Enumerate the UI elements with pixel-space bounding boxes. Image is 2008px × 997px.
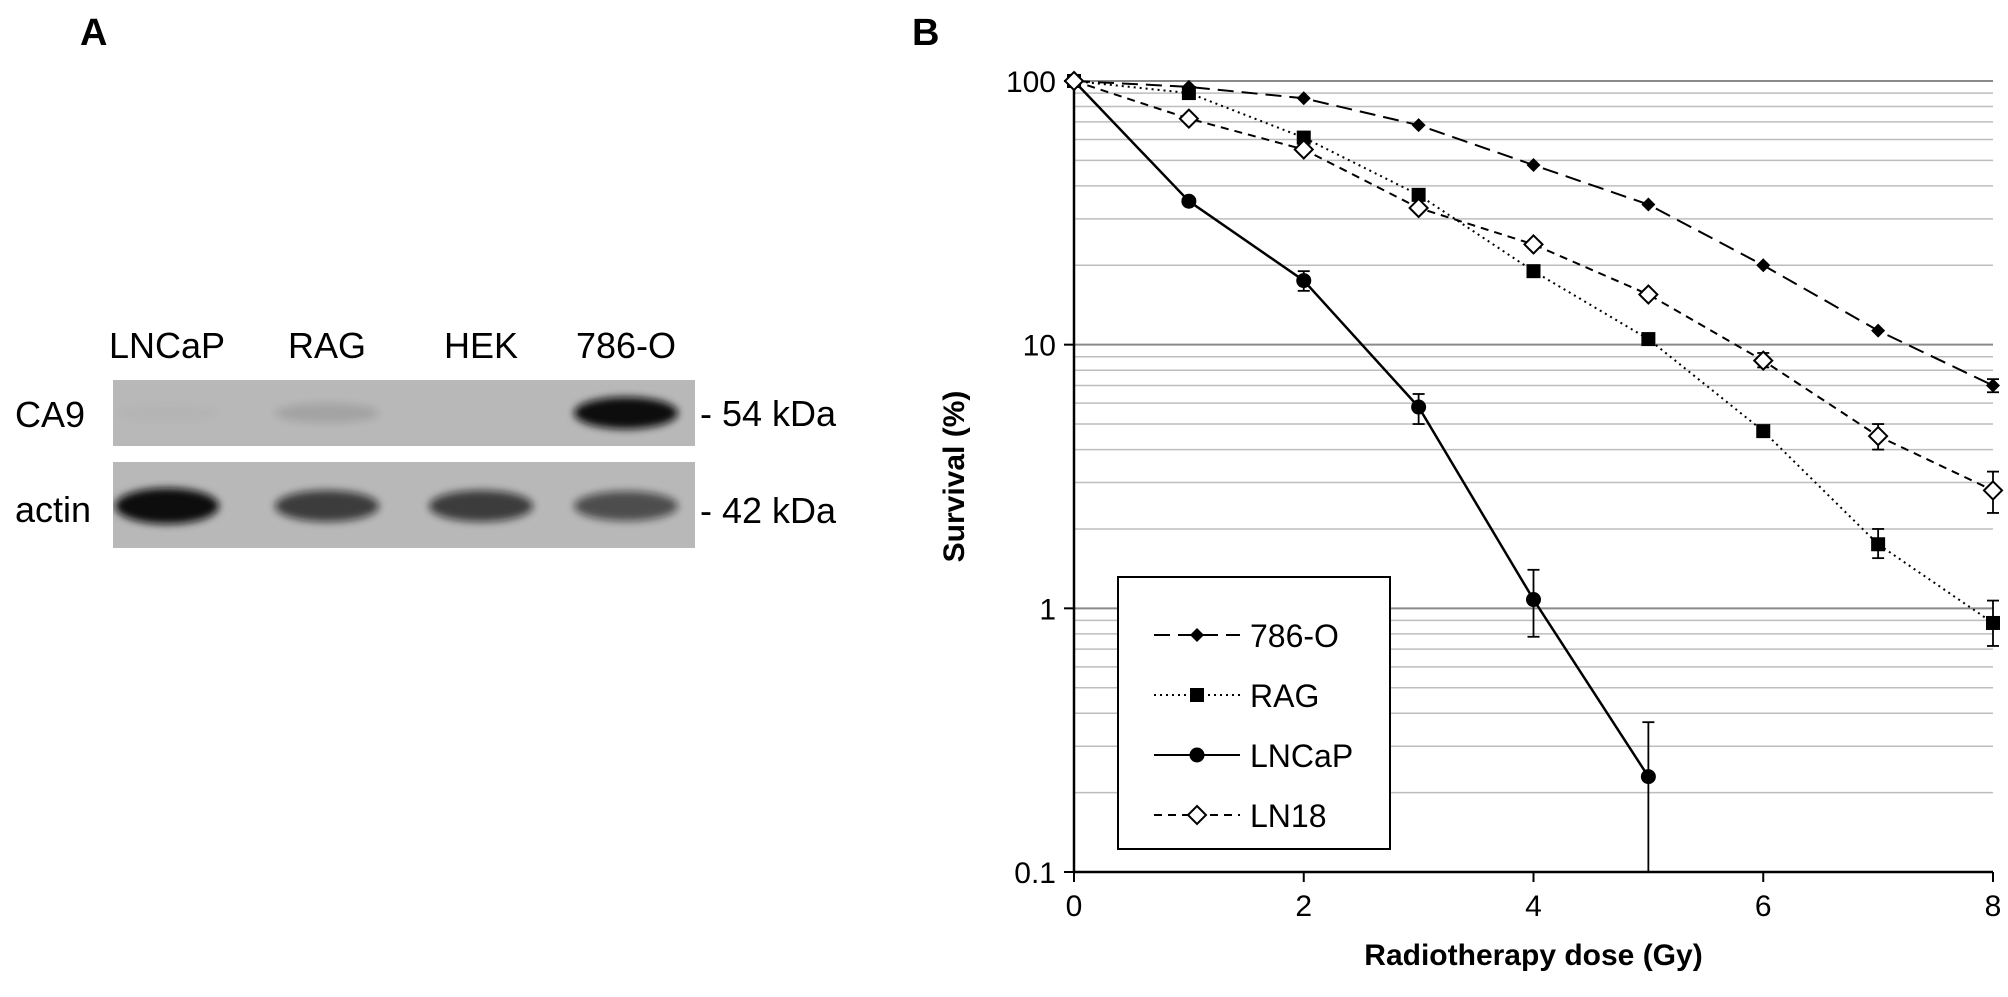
data-point-786-o xyxy=(1296,91,1311,106)
lane-label-rag: RAG xyxy=(287,325,367,366)
data-point-rag xyxy=(1181,86,1196,101)
blot-band-lncap xyxy=(115,488,219,524)
y-tick-label: 100 xyxy=(1006,66,1056,99)
data-point-rag xyxy=(1986,615,2000,630)
data-point-rag xyxy=(1411,187,1426,202)
blot-band-786-o xyxy=(574,491,678,521)
chart-tick-labels: 0 2 4 6 8 0.1 1 10 100 xyxy=(1006,66,2001,923)
data-point-lncap xyxy=(1640,769,1656,785)
data-point-rag xyxy=(1526,264,1541,279)
data-point-ln18 xyxy=(1178,108,1200,130)
data-point-lncap xyxy=(1296,273,1312,289)
panel-b-label: B xyxy=(912,12,940,54)
data-point-ln18 xyxy=(1293,139,1315,160)
data-point-786-o xyxy=(1526,158,1541,173)
chart-markers xyxy=(1063,70,2004,785)
legend-marker-lncap xyxy=(1189,747,1205,763)
lane-label-786o: 786-O xyxy=(575,325,677,366)
y-tick-label: 0.1 xyxy=(1014,857,1056,890)
chart-legend: 786-O RAG LNCaP LN18 xyxy=(1117,576,1391,850)
y-tick-label: 1 xyxy=(1039,593,1056,626)
data-point-rag xyxy=(1871,537,1886,552)
x-axis-label: Radiotherapy dose (Gy) xyxy=(1364,939,1702,972)
data-point-rag xyxy=(1756,424,1771,439)
blot-band-786-o xyxy=(574,397,678,429)
series-line-786-o xyxy=(1073,80,1994,387)
x-tick-label: 8 xyxy=(1985,890,2002,923)
blot-band-hek xyxy=(429,490,533,522)
legend-marker-786-o xyxy=(1190,628,1204,642)
blot-band-lncap xyxy=(115,404,219,422)
blot-marker-54kda: - 54 kDa xyxy=(700,393,837,434)
data-point-ln18 xyxy=(1982,480,2004,501)
data-point-786-o xyxy=(1986,378,2000,393)
x-tick-label: 4 xyxy=(1525,890,1542,923)
blot-row-label-ca9: CA9 xyxy=(15,394,86,435)
legend-label-rag: RAG xyxy=(1250,678,1319,714)
blot-strip-ca9 xyxy=(113,380,695,446)
data-point-ln18 xyxy=(1408,197,1430,219)
legend-label-786-o: 786-O xyxy=(1250,618,1339,654)
data-point-786-o xyxy=(1871,323,1886,338)
lane-label-lncap: LNCaP xyxy=(108,325,226,366)
blot-band-rag xyxy=(275,403,379,423)
data-point-rag xyxy=(1296,130,1311,145)
y-axis-label: Survival (%) xyxy=(938,391,971,563)
series-line-ln18 xyxy=(1073,80,1994,492)
data-point-ln18 xyxy=(1867,425,1889,447)
blot-band-rag xyxy=(275,490,379,522)
blot-row-label-actin: actin xyxy=(15,489,92,530)
legend-label-lncap: LNCaP xyxy=(1250,738,1353,774)
data-point-ln18 xyxy=(1063,70,1085,92)
data-point-lncap xyxy=(1181,193,1197,209)
legend-label-ln18: LN18 xyxy=(1250,798,1327,834)
data-point-rag xyxy=(1641,332,1656,347)
series-line-lncap xyxy=(1073,80,1650,778)
data-point-lncap xyxy=(1526,592,1541,608)
data-point-786-o xyxy=(1756,258,1771,273)
x-tick-label: 2 xyxy=(1295,890,1312,923)
y-tick-label: 10 xyxy=(1023,330,1056,363)
data-point-ln18 xyxy=(1523,234,1544,255)
blot-strip-actin xyxy=(113,462,695,548)
data-point-lncap xyxy=(1411,399,1427,415)
x-tick-label: 0 xyxy=(1066,890,1083,923)
x-tick-label: 6 xyxy=(1755,890,1772,923)
data-point-ln18 xyxy=(1752,350,1774,372)
data-point-786-o xyxy=(1641,197,1656,212)
panel-a-label: A xyxy=(80,12,108,54)
chart-axes xyxy=(1064,79,1994,882)
legend-box xyxy=(1117,576,1391,850)
legend-marker-ln18 xyxy=(1186,804,1208,826)
data-point-786-o xyxy=(1411,118,1426,133)
survival-chart: 0 2 4 6 8 0.1 1 10 100 Radiotherapy dose (Gy) Su… xyxy=(938,66,2004,972)
legend-marker-rag xyxy=(1190,688,1204,702)
lane-label-hek: HEK xyxy=(443,325,519,366)
blot-marker-42kda: - 42 kDa xyxy=(700,490,837,531)
data-point-ln18 xyxy=(1637,284,1659,305)
